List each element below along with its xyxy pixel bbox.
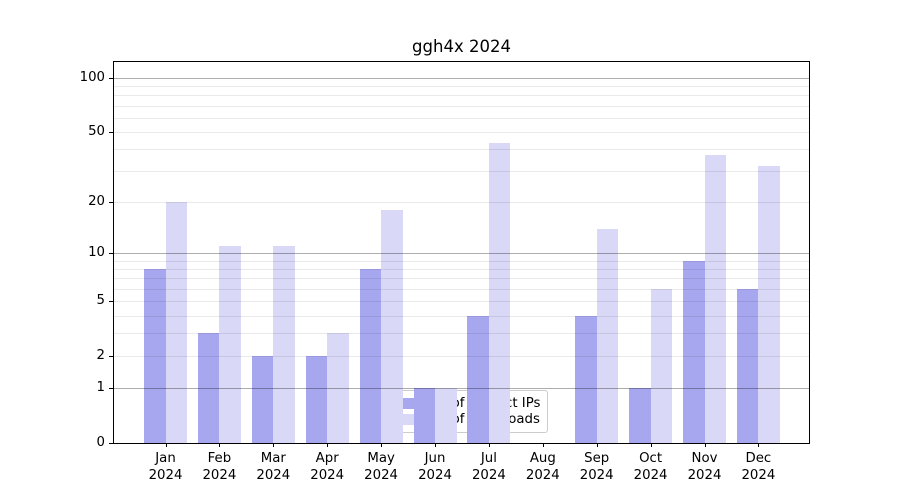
y-tick-label: 10 [88,245,105,261]
x-tick-label: Nov 2024 [687,451,722,483]
gridline-minor [114,201,809,203]
x-tick [650,443,652,447]
x-tick [488,443,490,447]
bar-ips-10 [683,260,705,443]
bar-downloads-8 [596,228,619,443]
legend-swatch [387,398,420,409]
bar-ips-11 [736,288,759,443]
x-tick [596,443,598,447]
x-tick-label: Mar 2024 [256,451,291,483]
x-tick-label: Feb 2024 [202,451,237,483]
x-tick [435,443,436,447]
x-tick-label: Jul 2024 [471,451,506,483]
gridline-minor [114,105,809,107]
x-tick [165,443,167,447]
y-tick [109,77,113,79]
y-tick-label: 2 [96,348,105,364]
bar-downloads-0 [165,201,187,443]
x-tick-label: Oct 2024 [633,451,668,483]
legend: Nb of distinct IPsNb of downloads [378,390,548,433]
chart-title: ggh4x 2024 [412,37,511,56]
plot-area: Nb of distinct IPsNb of downloads 0 1 2 5 10… [80,61,810,483]
y-tick [109,201,113,203]
bar-ips-0 [144,269,166,443]
y-tick-label: 1 [96,380,105,396]
y-tick [109,356,113,358]
y-tick [109,131,113,133]
x-tick [219,443,221,447]
y-tick [109,301,113,303]
y-tick-label: 5 [96,293,105,309]
y-tick-label: 20 [88,193,105,209]
y-tick [109,443,113,444]
gridline-minor [114,356,809,358]
bar-downloads-6 [488,143,511,443]
bar-downloads-11 [758,166,780,443]
x-tick [327,443,329,447]
legend-row: Nb of distinct IPs [387,396,540,411]
bar-ips-1 [197,333,220,443]
y-tick-label: 100 [79,69,105,85]
gridline-major [114,77,809,79]
x-tick-label: Apr 2024 [310,451,345,483]
gridline-minor [114,269,809,271]
gridline-minor [114,301,809,303]
x-tick-label: May 2024 [364,451,399,483]
gridline-major [114,253,809,255]
gridline-minor [114,148,809,150]
bar-ips-8 [575,315,597,443]
x-tick [273,443,275,447]
gridline-minor [114,333,809,335]
y-tick-label: 0 [96,435,105,450]
x-tick [704,443,706,447]
bar-ips-5 [413,388,435,443]
x-tick [758,443,760,447]
legend-row: Nb of downloads [387,412,540,427]
bar-downloads-1 [219,246,241,443]
gridline-minor [114,260,809,262]
gridline-major [114,388,809,390]
bar-ips-3 [305,356,328,443]
x-tick [542,443,544,447]
y-tick [109,253,113,255]
bar-downloads-10 [704,154,726,443]
bar-downloads-3 [327,333,349,443]
x-tick-label: Aug 2024 [525,451,560,483]
x-tick-label: Jun 2024 [418,451,452,483]
gridline-minor [114,171,809,173]
bar-downloads-5 [435,388,457,443]
y-tick [109,388,113,390]
legend-swatch [387,414,420,425]
bar-ips-9 [629,388,651,443]
bar-downloads-2 [273,246,295,443]
x-tick-label: Dec 2024 [741,451,776,483]
bar-downloads-4 [381,209,403,443]
bar-downloads-9 [650,288,673,443]
x-tick-label: Jan 2024 [148,451,183,483]
gridline-minor [114,85,809,87]
gridline-minor [114,278,809,280]
x-tick-label: Sep 2024 [579,451,614,483]
x-tick [381,443,383,447]
gridline-minor [114,131,809,133]
gridline-minor [114,288,809,290]
bar-ips-4 [359,269,382,443]
gridline-minor [114,117,809,119]
bar-ips-2 [251,356,274,443]
gridline-minor [114,315,809,317]
y-tick-label: 50 [88,123,105,139]
bar-ips-6 [467,315,489,443]
gridline-minor [114,95,809,97]
